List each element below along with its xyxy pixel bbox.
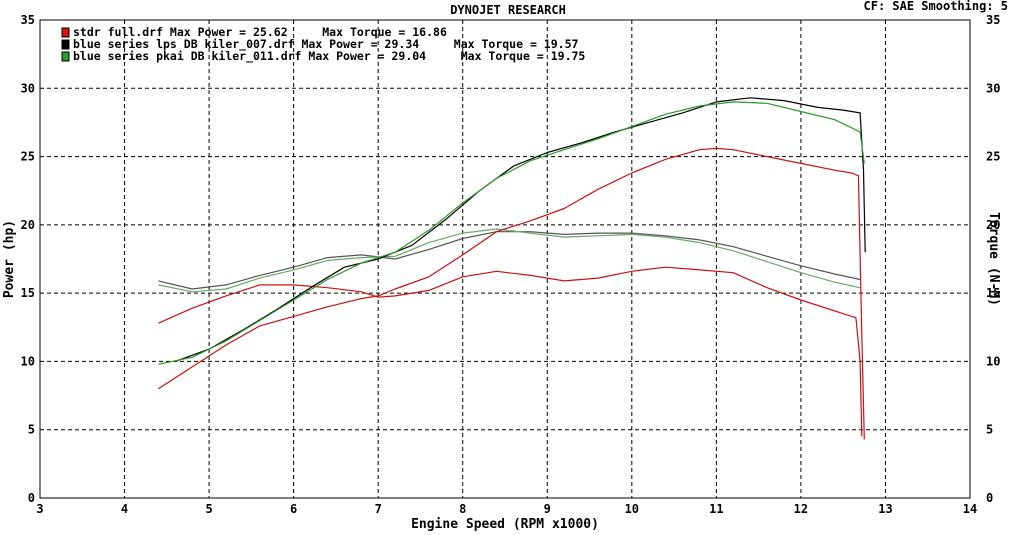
y-tick-label-left: 15: [21, 286, 35, 300]
y-tick-label-left: 35: [21, 13, 35, 27]
legend: stdr full.drf Max Power = 25.62 Max Torq…: [61, 25, 585, 64]
y-tick-label-right: 25: [986, 150, 1000, 164]
legend-entry: blue series pkai DB kiler_011.drf Max Po…: [73, 49, 585, 64]
series-line-torque-3: [158, 266, 863, 437]
y-axis-left-label: Power (hp): [2, 220, 17, 298]
y-tick-label-left: 30: [21, 81, 35, 95]
legend-swatch: [61, 51, 70, 62]
x-tick-label: 13: [878, 502, 892, 516]
y-tick-label-left: 25: [21, 150, 35, 164]
x-axis-label: Engine Speed (RPM x1000): [411, 517, 599, 531]
x-tick-label: 9: [544, 502, 551, 516]
legend-entry: blue series lps DB kiler_007.drf Max Pow…: [73, 37, 578, 52]
x-tick-label: 7: [375, 502, 382, 516]
y-tick-label-right: 5: [986, 423, 993, 437]
x-tick-label: 6: [290, 502, 297, 516]
series-line-power-2: [158, 101, 865, 365]
x-tick-label: 3: [36, 502, 43, 516]
legend-swatch: [61, 27, 70, 38]
y-tick-label-right: 20: [986, 218, 1000, 232]
y-tick-label-right: 10: [986, 354, 1000, 368]
x-tick-label: 8: [459, 502, 466, 516]
series-line-torque-5: [158, 228, 861, 293]
y-tick-label-left: 5: [28, 423, 35, 437]
x-tick-label: 5: [205, 502, 212, 516]
y-tick-label-right: 35: [986, 13, 1000, 27]
series-line-power-1: [175, 97, 866, 362]
x-tick-label: 11: [709, 502, 723, 516]
x-tick-label: 4: [121, 502, 128, 516]
y-tick-label-right: 30: [986, 81, 1000, 95]
tick-labels: 3 4 5 6 7 8 9 10 11 12 13 14 0 0 5 5 10 10 15 15 20 20 25 25 30 3…: [21, 13, 1001, 516]
y-tick-label-right: 15: [986, 286, 1000, 300]
chart-title: DYNOJET RESEARCH: [450, 3, 566, 17]
series-lines: [158, 97, 866, 440]
y-axis-right-label: Torque (N-M): [986, 212, 1001, 306]
x-tick-label: 14: [963, 502, 977, 516]
plot-frame: [39, 19, 971, 499]
y-tick-label-right: 0: [986, 491, 993, 505]
x-tick-label: 12: [794, 502, 808, 516]
legend-entry: stdr full.drf Max Power = 25.62 Max Torq…: [73, 25, 447, 39]
y-tick-label-left: 20: [21, 218, 35, 232]
series-line-power-0: [158, 147, 865, 440]
grid: [40, 20, 970, 498]
settings-readout: CF: SAE Smoothing: 5: [864, 0, 1009, 13]
legend-swatch: [61, 39, 70, 50]
x-tick-label: 10: [625, 502, 639, 516]
series-line-torque-4: [158, 231, 861, 290]
y-tick-label-left: 10: [21, 354, 35, 368]
y-tick-label-left: 0: [28, 491, 35, 505]
